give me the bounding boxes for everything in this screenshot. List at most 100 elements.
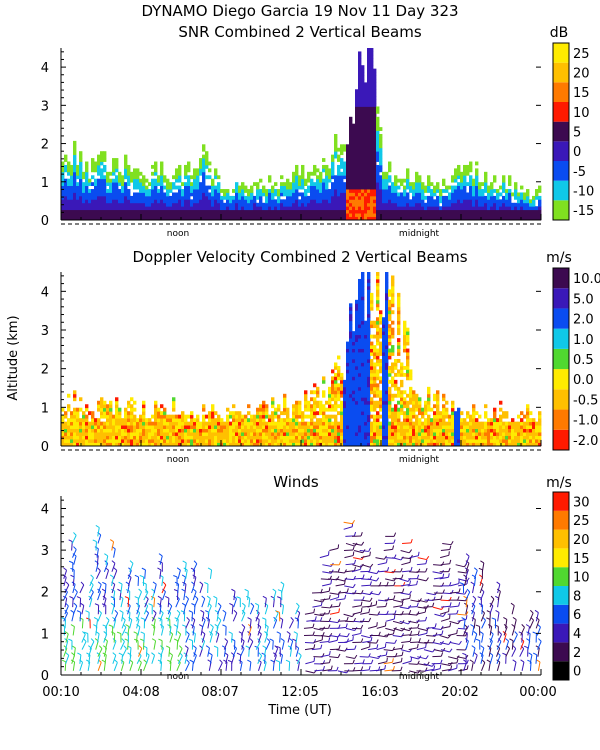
velocity-cell [388,348,392,353]
snr-cell [412,189,416,193]
velocity-cell [154,435,158,440]
velocity-cell [367,299,371,304]
snr-cell [292,216,296,221]
snr-cell [370,189,374,193]
snr-cell [373,96,377,100]
snr-cell [265,209,269,214]
snr-cell [190,189,194,193]
snr-cell [76,209,80,214]
snr-cell [367,144,371,149]
snr-cell [358,68,362,73]
velocity-cell [118,435,122,440]
snr-cell [148,195,152,200]
velocity-cell [487,432,491,436]
velocity-cell [262,439,266,443]
velocity-cell [349,425,353,429]
snr-cell [358,178,362,183]
snr-cell [214,189,218,193]
snr-cell [94,213,98,217]
velocity-cell [379,345,383,349]
snr-cell [421,185,425,190]
snr-cell [319,189,323,193]
velocity-cell [340,404,344,409]
velocity-cell [349,421,353,426]
velocity-cell [448,421,452,426]
velocity-cell [409,435,413,440]
snr-cell [208,192,212,197]
wind-barb [103,633,108,643]
colorbar-label: -5 [573,165,586,180]
snr-noon-marker: noon [167,229,189,239]
snr-cell [331,185,335,190]
wind-barb [136,655,142,664]
snr-cell [454,195,458,200]
snr-cell [502,185,506,190]
velocity-cell [370,414,374,419]
snr-cell [211,178,215,183]
velocity-cell [472,421,476,426]
snr-cell [364,161,368,166]
snr-cell [208,161,212,166]
velocity-cell [271,432,275,436]
velocity-cell [223,439,227,443]
velocity-cell [343,442,347,447]
snr-cell [151,178,155,183]
snr-cell [358,147,362,152]
snr-cell [91,182,95,186]
velocity-cell [427,439,431,443]
velocity-cell [97,421,101,426]
snr-cell [82,189,86,193]
snr-cell [238,195,242,200]
velocity-cell [91,432,95,436]
snr-cell [430,216,434,221]
velocity-cell [388,414,392,419]
velocity-cell [154,400,158,405]
velocity-cell [355,404,359,409]
velocity-cell [538,411,542,416]
velocity-cell [460,432,464,436]
snr-cell [181,206,185,211]
velocity-cell [355,383,359,388]
velocity-cell [361,425,365,429]
velocity-cell [283,411,287,416]
snr-cell [514,213,518,217]
snr-cell [256,182,260,186]
snr-cell [61,178,65,183]
velocity-cell [355,341,359,346]
snr-cell [382,202,386,207]
velocity-cell [295,411,299,416]
velocity-cell [388,331,392,336]
snr-cell [181,182,185,186]
snr-cell [139,171,143,176]
snr-cell [247,192,251,197]
snr-cell [166,199,170,204]
snr-cell [157,202,161,207]
wind-barb-flag [125,624,130,627]
snr-cell [463,182,467,186]
snr-cell [178,216,182,221]
snr-cell [97,192,101,197]
snr-cell [361,116,365,121]
velocity-cell [139,418,143,423]
snr-cell [271,206,275,211]
snr-cell [280,199,284,204]
snr-cell [424,185,428,190]
velocity-cell [403,435,407,440]
snr-cell [118,195,122,200]
wind-barb [72,591,78,601]
snr-cell [127,213,131,217]
snr-cell [442,209,446,214]
velocity-cell [271,435,275,440]
velocity-cell [343,439,347,443]
velocity-cell [493,428,497,433]
snr-cell [505,213,509,217]
snr-cell [211,192,215,197]
velocity-cell [136,425,140,429]
snr-cell [316,182,320,186]
velocity-cell [532,432,536,436]
snr-cell [370,144,374,149]
velocity-cell [367,442,371,447]
velocity-cell [472,432,476,436]
wind-barb [112,640,117,650]
snr-cell [361,103,365,107]
